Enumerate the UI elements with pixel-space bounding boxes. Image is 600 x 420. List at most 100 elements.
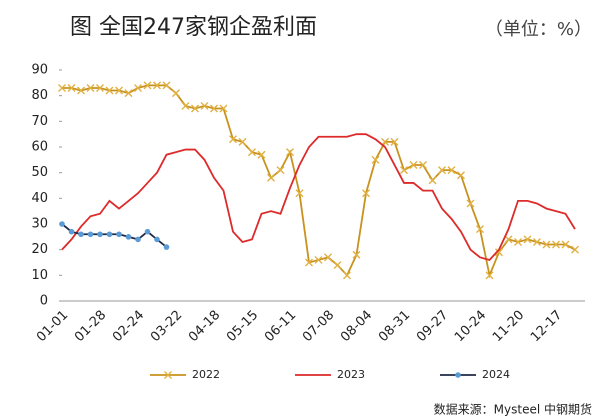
series-1: [61, 133, 576, 261]
point-marker: [400, 166, 408, 175]
point-marker: [58, 83, 66, 92]
y-tick-label: 40: [31, 191, 48, 206]
point-marker: [210, 104, 218, 113]
point-marker: [267, 173, 275, 182]
point-marker: [305, 258, 313, 267]
point-marker: [248, 148, 256, 157]
x-tick-label: 01-28: [72, 308, 109, 345]
x-tick-label: 07-08: [300, 308, 337, 345]
point-marker: [125, 234, 132, 240]
point-marker: [238, 137, 247, 146]
point-marker: [191, 104, 199, 113]
y-tick-label: 30: [31, 217, 48, 232]
point-marker: [466, 199, 475, 208]
point-marker: [105, 86, 114, 95]
x-tick-label: 06-11: [262, 308, 299, 345]
legend-label: 2022: [192, 368, 220, 381]
y-tick-label: 20: [31, 242, 48, 257]
chart-subtitle: （单位：%）: [485, 19, 592, 40]
point-marker: [86, 83, 95, 92]
series-line: [61, 223, 168, 248]
y-tick-label: 70: [31, 114, 48, 129]
point-marker: [96, 83, 104, 92]
point-marker: [324, 253, 332, 262]
point-marker: [162, 81, 171, 90]
point-marker: [485, 271, 494, 280]
series-0: [58, 81, 579, 280]
x-tick-label: 02-24: [110, 308, 147, 345]
point-marker: [447, 166, 456, 175]
point-marker: [504, 235, 513, 244]
legend-marker: [164, 371, 172, 379]
chart-title: 图 全国247家钢企盈利面: [70, 15, 317, 40]
y-tick-label: 90: [31, 63, 48, 78]
point-marker: [476, 225, 484, 234]
x-tick-label: 08-04: [338, 308, 375, 345]
point-marker: [390, 137, 399, 146]
y-tick-label: 0: [40, 294, 48, 309]
point-marker: [143, 81, 152, 90]
point-marker: [533, 237, 541, 246]
point-marker: [219, 104, 228, 113]
x-tick-label: 09-27: [414, 308, 451, 345]
x-tick-label: 01-01: [34, 308, 71, 345]
point-marker: [144, 228, 151, 235]
point-marker: [229, 135, 237, 144]
point-marker: [571, 245, 579, 254]
point-marker: [352, 250, 361, 259]
point-marker: [314, 255, 323, 264]
point-marker: [106, 231, 113, 238]
point-marker: [276, 166, 285, 175]
source-note: 数据来源：Mysteel 中钢期货: [434, 402, 592, 417]
point-marker: [67, 83, 76, 92]
x-tick-label: 11-20: [490, 308, 527, 345]
legend-label: 2024: [482, 368, 510, 381]
point-marker: [419, 160, 427, 169]
legend-label: 2023: [337, 368, 365, 381]
y-tick-label: 10: [31, 268, 48, 283]
point-marker: [523, 235, 532, 244]
point-marker: [154, 236, 160, 243]
point-marker: [78, 231, 84, 238]
x-tick-label: 05-15: [224, 308, 261, 345]
point-marker: [77, 86, 85, 95]
point-marker: [561, 240, 570, 249]
point-marker: [552, 240, 560, 249]
series-2: [59, 221, 170, 250]
point-marker: [362, 189, 370, 198]
point-marker: [172, 89, 180, 98]
x-tick-label: 03-22: [148, 308, 185, 345]
x-tick-label: 08-31: [376, 308, 413, 345]
x-tick-label: 12-17: [528, 308, 565, 345]
series-line: [62, 84, 576, 279]
point-marker: [343, 271, 351, 280]
series-line: [61, 133, 576, 261]
point-marker: [59, 221, 65, 227]
point-marker: [153, 81, 161, 90]
x-tick-label: 04-18: [186, 308, 223, 345]
point-marker: [200, 101, 209, 110]
point-marker: [333, 261, 342, 270]
legend-marker: [455, 372, 461, 378]
point-marker: [457, 171, 465, 180]
point-marker: [134, 83, 142, 92]
point-marker: [97, 231, 103, 238]
point-marker: [428, 176, 437, 185]
point-marker: [68, 228, 75, 235]
y-tick-label: 60: [31, 140, 48, 155]
point-marker: [135, 236, 141, 243]
point-marker: [542, 240, 551, 249]
y-tick-label: 50: [31, 165, 48, 180]
point-marker: [371, 155, 380, 164]
point-marker: [286, 148, 294, 157]
point-marker: [257, 150, 266, 159]
point-marker: [438, 166, 446, 175]
point-marker: [124, 89, 133, 98]
x-tick-label: 10-24: [452, 308, 489, 345]
point-marker: [181, 101, 190, 110]
point-marker: [295, 189, 304, 198]
point-marker: [116, 231, 122, 238]
point-marker: [115, 86, 123, 95]
point-marker: [409, 160, 418, 169]
